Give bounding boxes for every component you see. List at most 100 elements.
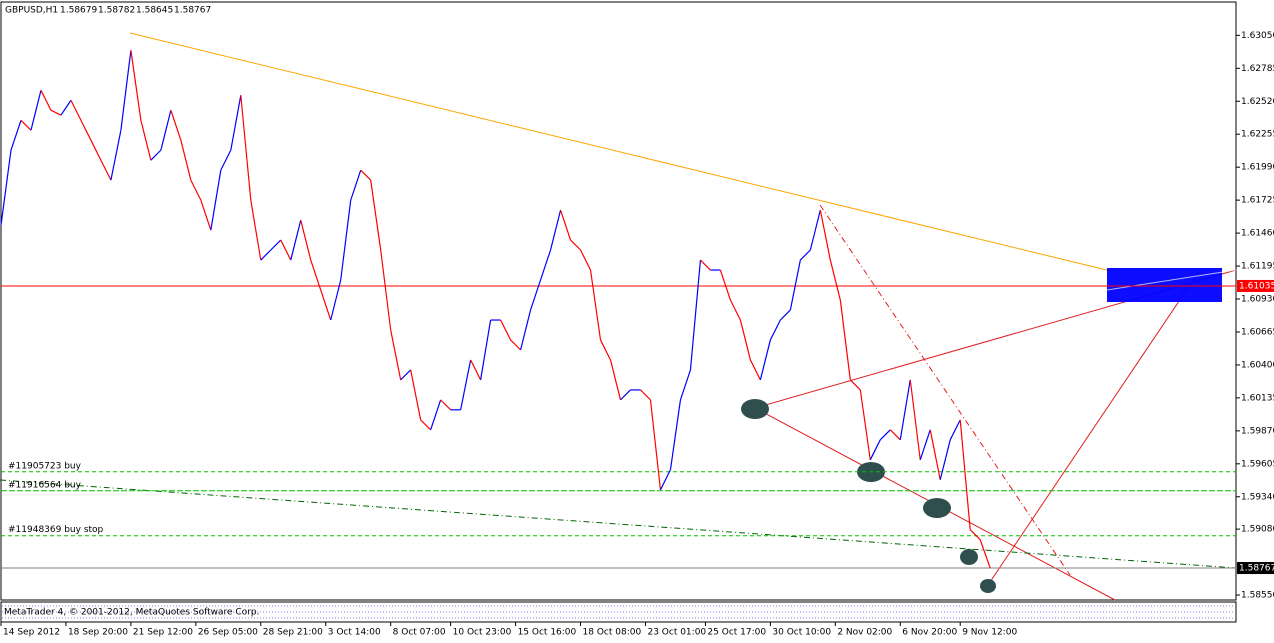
x-tick-label: 3 Oct 14:00 [328,628,381,638]
ohlc-value: 1.58767 [174,6,211,16]
price-segment [50,109,62,116]
price-segment [170,110,182,141]
x-tick-label: 25 Oct 17:00 [707,628,766,638]
y-tick-label: 1.62785 [1241,64,1274,74]
price-segment [380,249,392,331]
price-segment [700,259,711,271]
price-segment [669,399,682,470]
x-tick-label: 6 Nov 20:00 [902,628,957,638]
drawn-objects [0,32,1237,601]
x-tick-label: 10 Oct 23:00 [453,628,512,638]
price-segment [519,309,532,351]
ohlc-value: 1.58782 [98,6,135,16]
trendline [0,479,1237,569]
price-segment [130,50,142,121]
price-segment [640,389,651,401]
trendline [129,32,1223,299]
price-segment [769,319,781,341]
price-segment [570,239,581,251]
price-segment [649,399,662,490]
price-segment [240,95,252,201]
price-label: 1.58767 [1239,564,1274,574]
price-segment [60,99,72,116]
price-segment [150,149,162,161]
price-segment [40,90,52,111]
price-segment [230,95,242,151]
y-tick-label: 1.61990 [1241,163,1274,173]
y-tick-label: 1.59605 [1241,459,1274,469]
y-tick-label: 1.60665 [1241,327,1274,337]
price-segment [879,429,891,441]
price-segment [819,209,831,261]
x-tick-label: 21 Sep 12:00 [133,628,193,638]
price-segment [809,209,821,251]
price-segment [280,239,292,261]
y-tick-label: 1.60135 [1241,393,1274,403]
price-segment [739,319,751,361]
price-segment [889,429,901,441]
price-segment [100,159,112,181]
footer: MetaTrader 4, © 2001-2012, MetaQuotes So… [4,608,260,618]
ohlc-value: 1.58679 [60,6,97,16]
marker [980,579,996,593]
price-segment [200,199,212,231]
price-segment [260,249,272,261]
y-tick-label: 1.63050 [1241,31,1274,41]
x-tick-label: 30 Oct 10:00 [772,628,831,638]
order-label: #11905723 buy [8,461,82,471]
price-segment [839,299,851,380]
x-tick-label: 15 Oct 16:00 [518,628,577,638]
price-segment [689,260,702,370]
order-label: #11948369 buy stop [8,525,104,535]
price-segment [859,389,871,460]
price-segment [360,169,372,181]
price-segment [829,259,841,301]
y-tick-label: 1.59340 [1241,492,1274,502]
x-tick-label: 18 Sep 20:00 [68,628,128,638]
x-tick-label: 2 Nov 02:00 [837,628,892,638]
trendline [1106,269,1237,291]
price-segment [979,539,991,569]
price-segment [949,419,961,441]
price-segment [789,259,801,311]
price-segment [410,369,422,421]
indicator-frame [0,601,1237,623]
price-segment [390,329,402,380]
price-segment [460,359,472,410]
price-segment [470,359,482,381]
marker [960,549,978,565]
price-segment [480,319,492,380]
price-segment [609,359,622,401]
price-segment [70,99,82,121]
price-segment [779,309,791,321]
price-segment [440,399,452,411]
price-segment [959,419,971,530]
price-segment [340,200,352,281]
price-label-box [1237,279,1274,292]
price-segment [20,119,32,131]
order-label: #11916564 buy [8,480,82,490]
price-segment [350,169,362,201]
price-segment [370,180,382,251]
marker [923,498,951,518]
price-segment [220,149,232,171]
y-tick-label: 1.59870 [1241,426,1274,436]
price-segment [729,299,741,321]
y-tick-label: 1.59080 [1241,525,1274,535]
x-tick-label: 28 Sep 21:00 [263,628,323,638]
y-tick-label: 1.60930 [1241,295,1274,305]
price-segment [250,200,262,261]
price-segment [510,339,522,351]
x-tick-label: 14 Sep 2012 [3,628,60,638]
marker [741,399,769,419]
price-segment [559,209,572,241]
price-segment [160,110,172,151]
price-segment [270,239,282,251]
y-tick-label: 1.58550 [1241,591,1274,601]
trendline [819,204,1071,576]
price-segment [659,469,671,491]
x-tick-label: 23 Oct 01:00 [647,628,706,638]
x-tick-label: 26 Sep 05:00 [198,628,258,638]
price-segment [420,419,432,431]
